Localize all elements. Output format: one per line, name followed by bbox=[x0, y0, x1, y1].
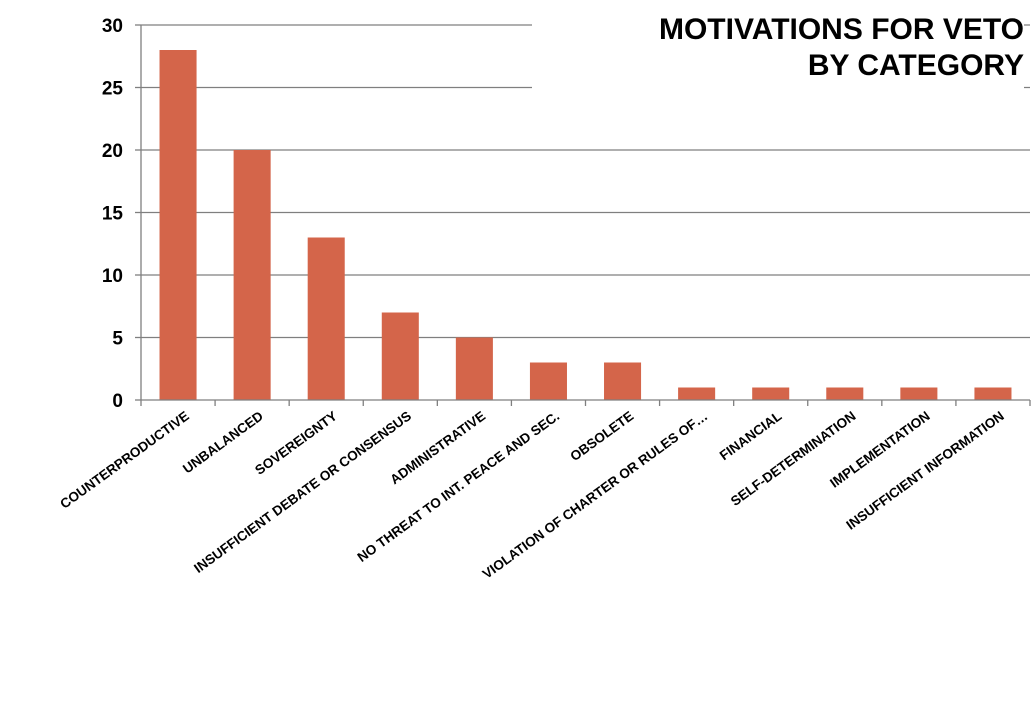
x-tick-labels: COUNTERPRODUCTIVEUNBALANCEDSOVEREIGNTYIN… bbox=[57, 408, 1006, 581]
bar bbox=[752, 387, 790, 400]
y-tick-label: 15 bbox=[102, 204, 124, 225]
bar bbox=[381, 312, 419, 400]
bars bbox=[159, 50, 1012, 400]
x-tick-label: FINANCIAL bbox=[717, 408, 785, 463]
bar bbox=[233, 150, 271, 400]
bar bbox=[678, 387, 716, 400]
chart-title-line-1: MOTIVATIONS FOR VETO bbox=[658, 13, 1024, 46]
chart-title: MOTIVATIONS FOR VETO BY CATEGORY bbox=[532, 12, 1024, 90]
x-tick-label: COUNTERPRODUCTIVE bbox=[57, 408, 191, 511]
y-tick-labels: 0 5 10 15 20 25 30 bbox=[102, 16, 124, 412]
axes bbox=[135, 24, 1031, 406]
bar bbox=[307, 237, 345, 400]
y-tick-label: 5 bbox=[112, 329, 123, 350]
bar bbox=[455, 337, 493, 400]
bar bbox=[900, 387, 938, 400]
bar bbox=[529, 362, 567, 400]
x-tick-label: INSUFFICIENT INFORMATION bbox=[843, 408, 1006, 532]
bar bbox=[826, 387, 864, 400]
bar bbox=[159, 50, 197, 400]
chart-title-line-2: BY CATEGORY bbox=[807, 49, 1024, 82]
y-tick-label: 10 bbox=[102, 266, 123, 287]
y-tick-label: 25 bbox=[102, 79, 124, 100]
bar bbox=[974, 387, 1012, 400]
x-tick-label: SELF-DETERMINATION bbox=[728, 408, 859, 509]
y-tick-label: 0 bbox=[112, 391, 123, 412]
y-tick-label: 20 bbox=[102, 141, 123, 162]
x-tick-label: OBSOLETE bbox=[567, 408, 636, 464]
y-tick-label: 30 bbox=[102, 16, 123, 37]
bar bbox=[604, 362, 642, 400]
